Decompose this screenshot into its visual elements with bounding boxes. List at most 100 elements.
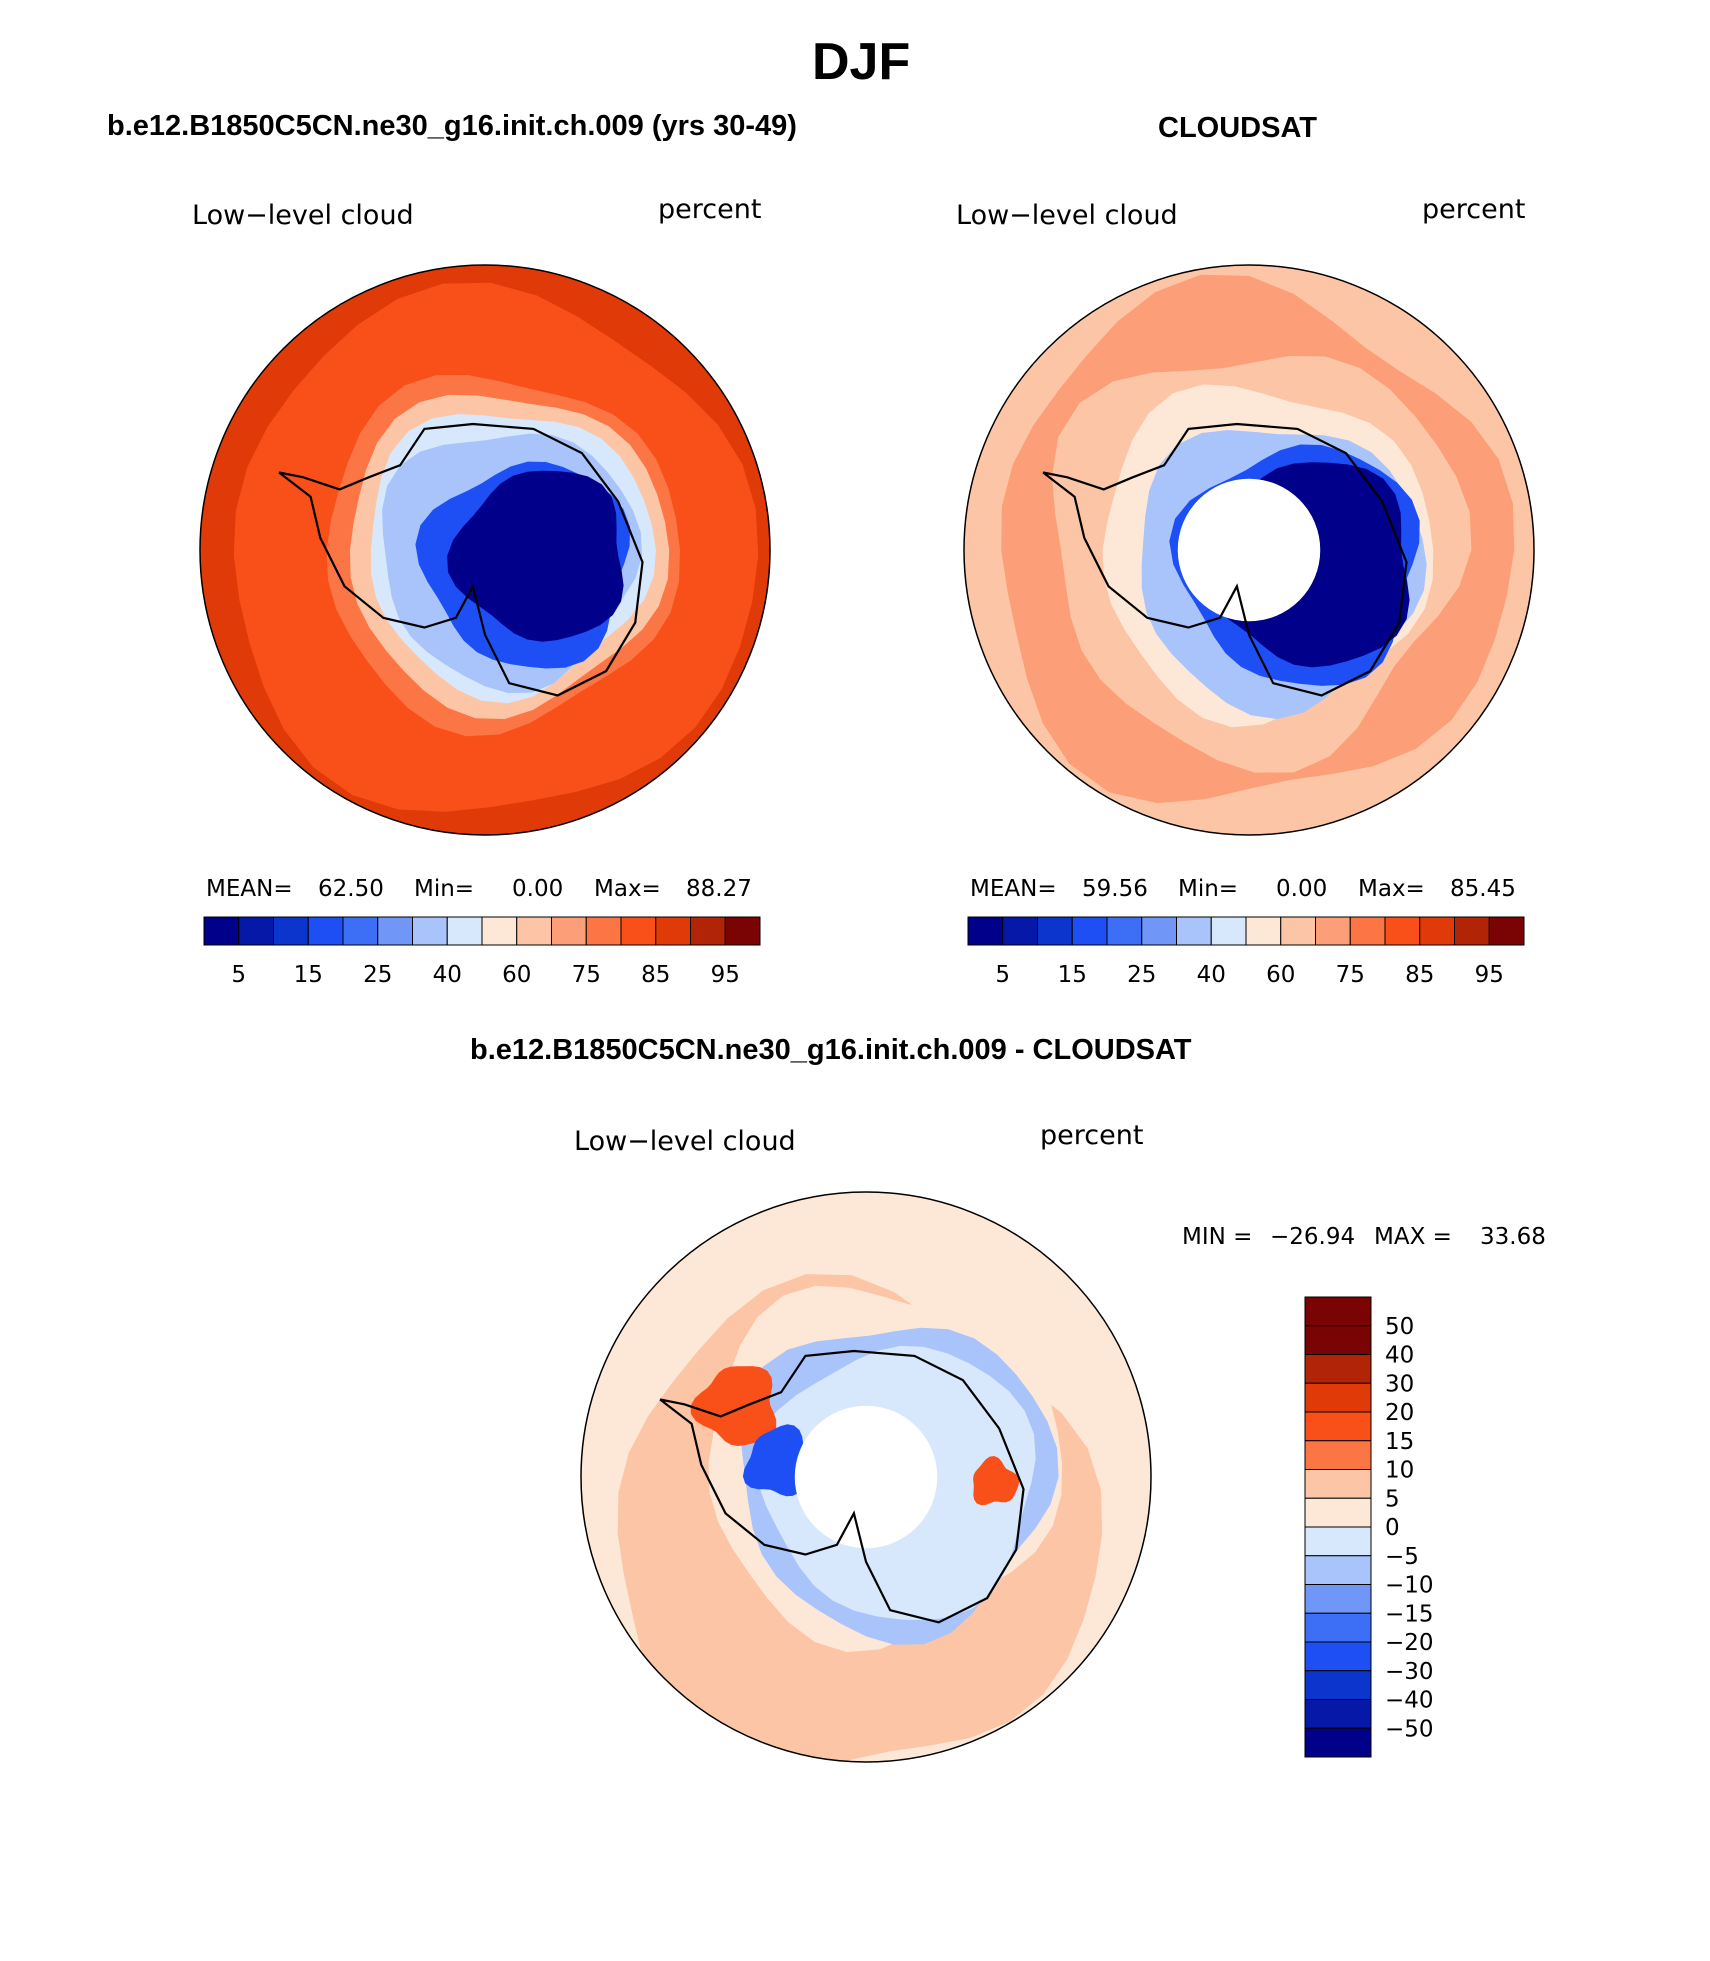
colorbar-tick-label: 15 — [1385, 1429, 1414, 1455]
panel-2-mean-label: MEAN= — [970, 876, 1057, 902]
panel-3-max-label: MAX = — [1374, 1224, 1452, 1250]
panel-1-variable-label: Low−level cloud — [192, 200, 414, 231]
colorbar-tick-label: −30 — [1385, 1659, 1434, 1685]
colorbar-box — [1141, 916, 1177, 946]
colorbar-box — [1488, 916, 1525, 946]
colorbar-tick-label: −10 — [1385, 1573, 1434, 1599]
panel-3-max-value: 33.68 — [1480, 1224, 1546, 1250]
colorbar-tick-label: 75 — [1336, 962, 1365, 988]
colorbar-box — [516, 916, 552, 946]
colorbar-box — [690, 916, 726, 946]
panel-2-units-label: percent — [1422, 194, 1526, 225]
panel-2-mean-value: 59.56 — [1082, 876, 1148, 902]
colorbar-box — [1304, 1555, 1372, 1585]
colorbar-tick-label: 5 — [995, 962, 1010, 988]
colorbar-box — [1002, 916, 1038, 946]
colorbar-box — [1210, 916, 1247, 946]
colorbar-box — [238, 916, 274, 946]
panel-1-contour-fill — [447, 470, 624, 642]
panel-1-map-boundary — [199, 264, 771, 836]
colorbar-box — [1280, 916, 1316, 946]
panel-2-pole-hole — [1177, 478, 1321, 622]
panel-1-min-label: Min= — [414, 876, 475, 902]
colorbar-box — [724, 916, 761, 946]
colorbar-tick-label: 95 — [711, 962, 740, 988]
colorbar-tick-label: 40 — [1197, 962, 1226, 988]
colorbar-box — [1304, 1526, 1372, 1557]
colorbar-tick-label: 40 — [1385, 1343, 1414, 1369]
colorbar-box — [1315, 916, 1351, 946]
panel-2-variable-label: Low−level cloud — [956, 200, 1178, 231]
panel-1-min-value: 0.00 — [512, 876, 564, 902]
colorbar-box — [620, 916, 657, 946]
colorbar-box — [1304, 1699, 1372, 1729]
colorbar-box — [203, 916, 240, 946]
panel-2-coastline — [1042, 422, 1408, 697]
colorbar-tick-label: −20 — [1385, 1630, 1434, 1656]
panel-2-max-value: 85.45 — [1450, 876, 1516, 902]
panel-3-contour-fill — [973, 1456, 1020, 1506]
colorbar-box — [1176, 916, 1212, 946]
colorbar-box — [342, 916, 379, 946]
colorbar-box — [1245, 916, 1282, 946]
panel-1-mean-value: 62.50 — [318, 876, 384, 902]
colorbar-tick-label: 15 — [294, 962, 323, 988]
colorbar-tick-label: 40 — [433, 962, 462, 988]
panel-3-pole-hole — [794, 1405, 938, 1549]
panel-2-colorbar: 5 15 25 40 60 75 85 95 — [967, 916, 1525, 988]
colorbar-box — [1304, 1354, 1372, 1384]
colorbar-box — [1304, 1325, 1372, 1355]
colorbar-box — [1304, 1296, 1372, 1327]
panel-1-title: b.e12.B1850C5CN.ne30_g16.init.ch.009 (yr… — [107, 110, 797, 142]
colorbar-tick-label: 60 — [1266, 962, 1295, 988]
panel-2-title: CLOUDSAT — [1158, 112, 1317, 144]
colorbar-box — [1304, 1440, 1372, 1470]
colorbar-tick-label: 15 — [1058, 962, 1087, 988]
panel-2-min-value: 0.00 — [1276, 876, 1328, 902]
colorbar-tick-label: 30 — [1385, 1371, 1414, 1397]
colorbar-box — [1304, 1497, 1372, 1528]
colorbar-tick-label: 10 — [1385, 1458, 1414, 1484]
colorbar-tick-label: −40 — [1385, 1688, 1434, 1714]
colorbar-box — [1304, 1469, 1372, 1499]
colorbar-box — [551, 916, 587, 946]
panel-3-units-label: percent — [1040, 1120, 1144, 1151]
panel-1-max-value: 88.27 — [686, 876, 752, 902]
colorbar-tick-label: −50 — [1385, 1716, 1434, 1742]
colorbar-box — [1304, 1612, 1372, 1643]
panel-3-map-boundary — [580, 1191, 1152, 1763]
colorbar-box — [1304, 1382, 1372, 1413]
colorbar-box — [446, 916, 483, 946]
panel-1-map — [199, 264, 771, 836]
panel-3-map — [580, 1191, 1152, 1763]
colorbar-tick-label: 5 — [231, 962, 246, 988]
colorbar-box — [1384, 916, 1421, 946]
panel-3-contour-fill — [690, 1366, 777, 1446]
colorbar-box — [307, 916, 344, 946]
colorbar-tick-label: 25 — [1127, 962, 1156, 988]
colorbar-box — [1071, 916, 1108, 946]
panel-1-coastline — [278, 422, 644, 697]
panel-1-mean-label: MEAN= — [206, 876, 293, 902]
panel-3-min-value: −26.94 — [1270, 1224, 1356, 1250]
colorbar-tick-label: 5 — [1385, 1486, 1400, 1512]
panel-1-units-label: percent — [658, 194, 762, 225]
colorbar-box — [1304, 1584, 1372, 1614]
colorbar-box — [1349, 916, 1386, 946]
colorbar-box — [585, 916, 622, 946]
panel-2-map-boundary — [963, 264, 1535, 836]
panel-3-min-label: MIN = — [1182, 1224, 1253, 1250]
colorbar-tick-label: −15 — [1385, 1601, 1434, 1627]
panel-2-map — [963, 264, 1535, 836]
colorbar-box — [1419, 916, 1455, 946]
colorbar-tick-label: 50 — [1385, 1314, 1414, 1340]
colorbar-tick-label: 25 — [363, 962, 392, 988]
colorbar-box — [1106, 916, 1143, 946]
colorbar-box — [412, 916, 448, 946]
colorbar-tick-label: −5 — [1385, 1544, 1419, 1570]
colorbar-tick-label: 95 — [1475, 962, 1504, 988]
colorbar-box — [377, 916, 413, 946]
colorbar-box — [655, 916, 691, 946]
colorbar-box — [1304, 1670, 1372, 1700]
